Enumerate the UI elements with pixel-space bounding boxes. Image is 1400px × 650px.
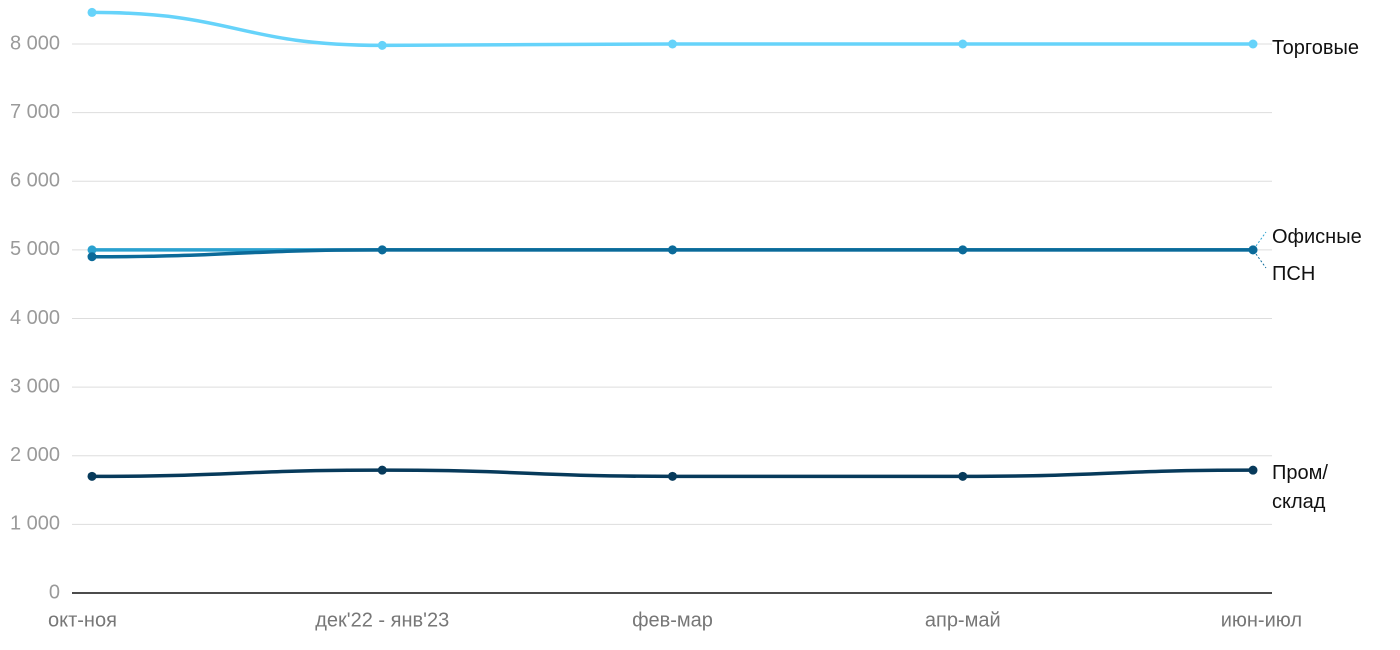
series-label: Торговые bbox=[1272, 37, 1360, 59]
x-tick-label: апр-май bbox=[925, 609, 1001, 631]
x-tick-label: июн-июл bbox=[1221, 609, 1302, 631]
point bbox=[87, 471, 97, 481]
point bbox=[87, 7, 97, 17]
series-label: Офисные bbox=[1272, 226, 1362, 248]
point bbox=[958, 39, 968, 49]
series-label: ПСН bbox=[1272, 263, 1316, 285]
point bbox=[668, 245, 677, 255]
point bbox=[377, 245, 387, 255]
x-tick-label: дек'22 - янв'23 bbox=[315, 609, 449, 631]
x-tick-label: окт-ноя bbox=[48, 609, 117, 631]
x-tick-label: фев-мар bbox=[632, 609, 713, 631]
point bbox=[377, 40, 387, 50]
y-tick-label: 3 000 bbox=[10, 375, 60, 397]
point bbox=[377, 465, 387, 475]
leader-line bbox=[1255, 231, 1267, 247]
point bbox=[668, 471, 677, 481]
series-label: Пром/ склад bbox=[1272, 462, 1328, 513]
y-tick-label: 5 000 bbox=[10, 238, 60, 260]
y-tick-label: 2 000 bbox=[10, 444, 60, 466]
y-tick-label: 8 000 bbox=[10, 32, 60, 54]
y-tick-label: 7 000 bbox=[10, 101, 60, 123]
point bbox=[668, 39, 677, 49]
y-tick-label: 4 000 bbox=[10, 307, 60, 329]
y-tick-label: 1 000 bbox=[10, 513, 60, 535]
point bbox=[1248, 465, 1258, 475]
point bbox=[87, 245, 97, 255]
y-tick-label: 6 000 bbox=[10, 170, 60, 192]
y-tick-label: 0 bbox=[49, 581, 60, 603]
point bbox=[958, 245, 968, 255]
point bbox=[958, 471, 968, 481]
leader-line bbox=[1255, 253, 1267, 269]
point bbox=[1248, 245, 1258, 255]
point bbox=[1248, 39, 1258, 49]
point bbox=[87, 252, 97, 262]
